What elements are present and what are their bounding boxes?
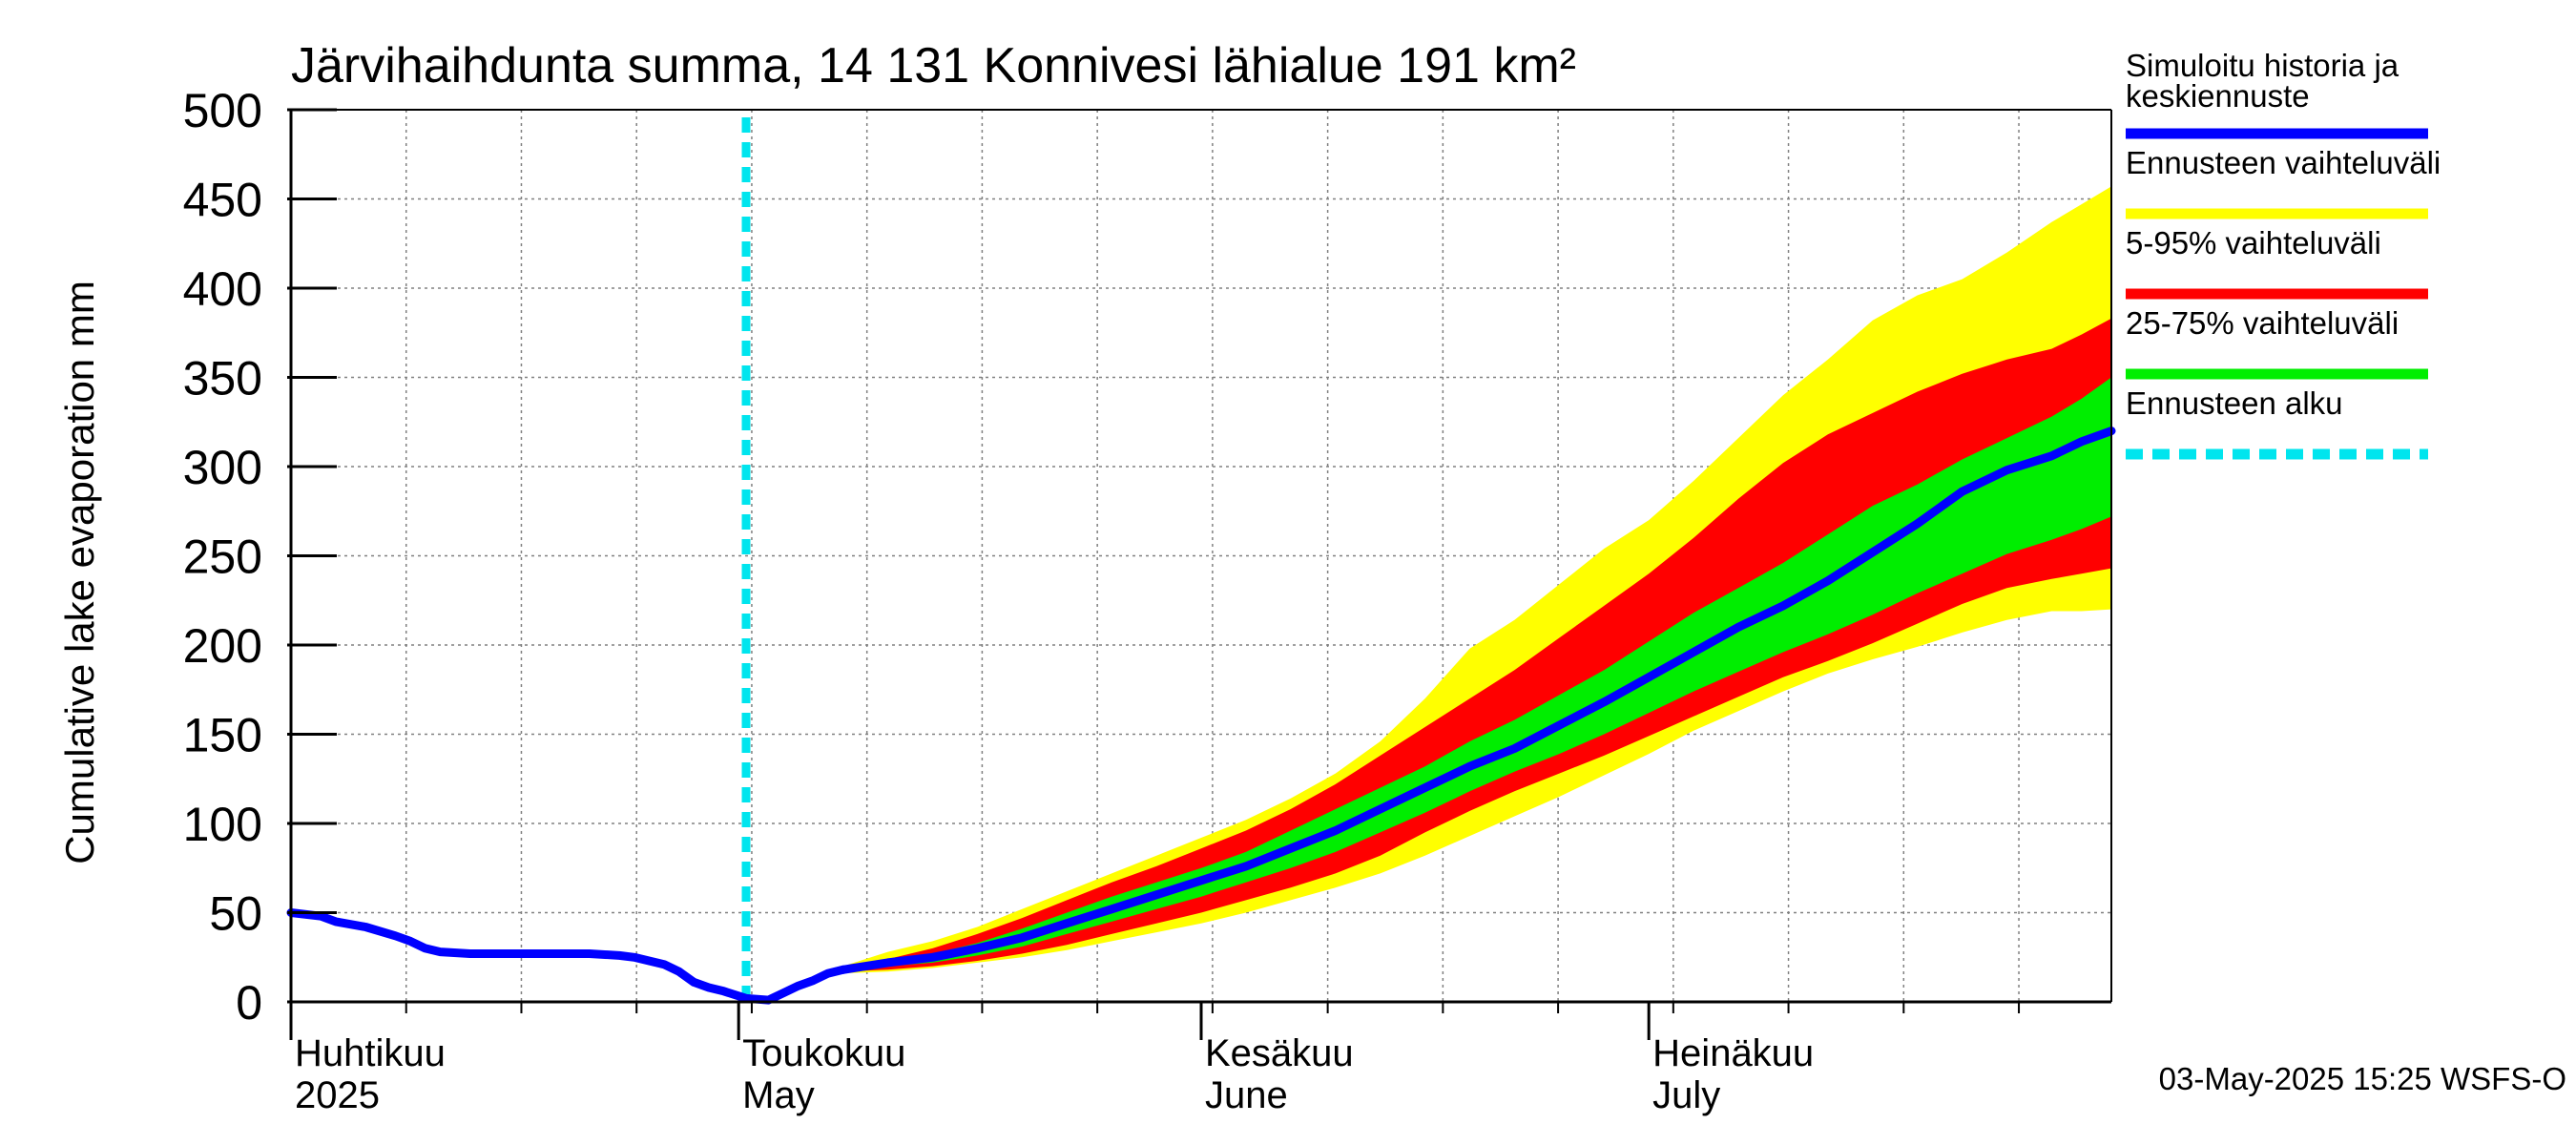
month-label-fi: Toukokuu (742, 1032, 905, 1074)
chart-title: Järvihaihdunta summa, 14 131 Konnivesi l… (291, 38, 1576, 94)
legend-label: 25-75% vaihteluväli (2126, 305, 2399, 341)
y-tick-label: 100 (183, 798, 262, 851)
legend-label: Ennusteen vaihteluväli (2126, 145, 2441, 180)
y-tick-label: 0 (236, 976, 262, 1030)
median-lines (286, 117, 2116, 1005)
y-axis-label: Cumulative lake evaporation mm (57, 281, 102, 864)
y-tick-label: 400 (183, 262, 262, 316)
legend-item: Ennusteen alku (2126, 385, 2428, 460)
y-tick-label: 150 (183, 709, 262, 762)
y-tick-label: 350 (183, 352, 262, 406)
median-forecast-line (839, 427, 2116, 974)
timestamp-footer: 03-May-2025 15:25 WSFS-O (2159, 1061, 2566, 1096)
y-tick-label: 250 (183, 531, 262, 584)
month-label-en: July (1652, 1074, 1720, 1116)
axes: 0 50 100 150 200 250 300 350 400 450 500 Huhtikuu20… (183, 84, 2112, 1116)
band-5-95-vaihteluv-li (842, 318, 2112, 972)
y-tick-label: 200 (183, 619, 262, 673)
month-label-en: June (1205, 1074, 1288, 1116)
y-tick-label: 300 (183, 441, 262, 494)
month-label-fi: Huhtikuu (295, 1032, 446, 1074)
legend-item: 5-95% vaihteluväli (2126, 225, 2428, 300)
month-label-en: 2025 (295, 1074, 380, 1116)
y-tick-label: 500 (183, 84, 262, 137)
y-tick-label: 50 (209, 887, 262, 941)
month-label-en: May (742, 1074, 815, 1116)
legend-label: Simuloitu historia ja (2126, 48, 2399, 83)
y-tick-label: 450 (183, 174, 262, 227)
month-label-fi: Kesäkuu (1205, 1032, 1354, 1074)
legend-label: keskiennuste (2126, 78, 2310, 114)
forecast-bands (842, 186, 2112, 974)
legend-item: Ennusteen vaihteluväli (2126, 145, 2441, 219)
month-label-fi: Heinäkuu (1652, 1032, 1814, 1074)
history-line (286, 908, 848, 1005)
legend-label: Ennusteen alku (2126, 385, 2343, 421)
legend-item: 25-75% vaihteluväli (2126, 305, 2428, 380)
legend-label: 5-95% vaihteluväli (2126, 225, 2381, 260)
